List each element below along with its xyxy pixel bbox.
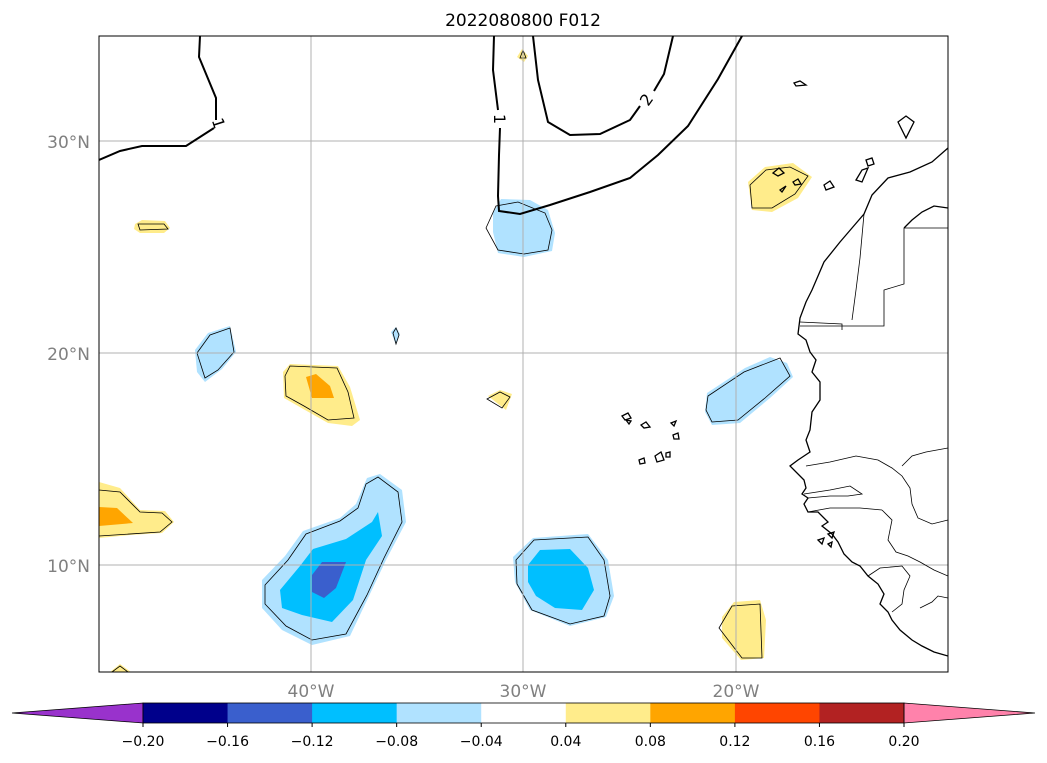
negative-region-1: [493, 199, 555, 257]
border-mauritania-mali: [901, 447, 948, 467]
negative-region-5-core: [312, 562, 346, 598]
positive-region-6-core: [99, 507, 133, 526]
border-morocco-wsahara: [800, 228, 905, 327]
borders: [799, 213, 948, 613]
isoline-label-1b: 1: [490, 114, 509, 124]
island-bi-1: [816, 536, 826, 546]
island-cv-6: [638, 457, 646, 465]
positive-region-5: [748, 163, 812, 212]
border-senegal-north: [805, 455, 948, 525]
island-cv-4: [669, 419, 678, 428]
negative-region-2: [195, 326, 236, 382]
island-cv-1: [621, 412, 632, 421]
map-content: 1 1 2: [99, 36, 948, 672]
lat-label-20n: 20°N: [47, 345, 90, 365]
island-cv-8: [665, 451, 671, 458]
map-title: 2022080800 F012: [445, 11, 601, 31]
colorbar-tick-label: −0.16: [206, 734, 249, 750]
colorbar-tick-label: −0.04: [460, 734, 503, 750]
colorbar-segment: [312, 703, 398, 723]
lon-label-20w: 20°W: [713, 682, 760, 702]
colorbar-tick-label: 0.04: [550, 734, 581, 750]
colorbar-segment: [819, 703, 905, 723]
colorbar-segment: [565, 703, 651, 723]
positive-region-1: [134, 220, 170, 233]
island-1: [792, 80, 808, 87]
colorbar-segment: [481, 703, 567, 723]
colorbar-segment: [734, 703, 820, 723]
colorbar-extend-low: [11, 702, 144, 724]
island-7: [865, 157, 875, 167]
island-3: [778, 185, 787, 194]
island-cv-3: [624, 419, 633, 426]
positive-region-3-core: [306, 374, 334, 398]
island-2: [771, 167, 786, 177]
island-6: [855, 166, 870, 183]
negative-region-6-core: [528, 549, 594, 610]
border-liberia: [919, 595, 948, 609]
border-guinea: [881, 509, 948, 577]
isolines: [99, 36, 743, 216]
border-morocco-algeria: [851, 213, 865, 321]
island-bi-2: [826, 530, 836, 540]
colorbar-frame: [142, 702, 905, 724]
plot-frame: [98, 35, 949, 673]
border-sierra-leone: [867, 565, 911, 613]
island-5: [823, 180, 835, 191]
island-8: [897, 115, 915, 140]
colorbar-tick-label: 0.20: [888, 734, 919, 750]
lon-label-40w: 40°W: [288, 682, 335, 702]
island-cv-7: [654, 451, 665, 463]
colorbar-extend-high: [903, 702, 1036, 724]
graticule: [99, 36, 948, 672]
island-4: [792, 178, 803, 186]
lon-label-30w: 30°W: [500, 682, 547, 702]
colorbar-tick-label: −0.20: [122, 734, 165, 750]
colorbar-tick-label: 0.16: [804, 734, 835, 750]
colorbar: −0.20 −0.16 −0.12 −0.08 −0.04 0.04 0.08 0.12 0.1…: [11, 702, 1036, 750]
colorbar-segment: [396, 703, 482, 723]
border-mauritania: [799, 321, 843, 330]
island-cv-5: [672, 432, 680, 440]
lat-label-30n: 30°N: [47, 133, 90, 153]
contour-outlines: [99, 48, 809, 672]
coast-spain-morocco: [903, 205, 948, 229]
island-cv-2: [639, 421, 652, 429]
island-bi-3: [826, 540, 833, 549]
colorbar-segment: [227, 703, 313, 723]
negative-region-4: [705, 357, 793, 425]
colorbar-tick-label: 0.12: [719, 734, 750, 750]
lat-label-10n: 10°N: [47, 557, 90, 577]
positive-region-7: [722, 600, 766, 660]
border-gambia: [803, 485, 864, 499]
coastlines: [621, 80, 948, 657]
colorbar-tick-label: −0.08: [375, 734, 418, 750]
coast-iberia: [789, 147, 948, 657]
border-guinea-bissau: [807, 507, 883, 513]
colorbar-segment: [650, 703, 736, 723]
filled-contours: [99, 49, 812, 672]
colorbar-segment: [143, 703, 229, 723]
colorbar-tick-label: −0.12: [291, 734, 334, 750]
colorbar-tick-label: 0.08: [635, 734, 666, 750]
